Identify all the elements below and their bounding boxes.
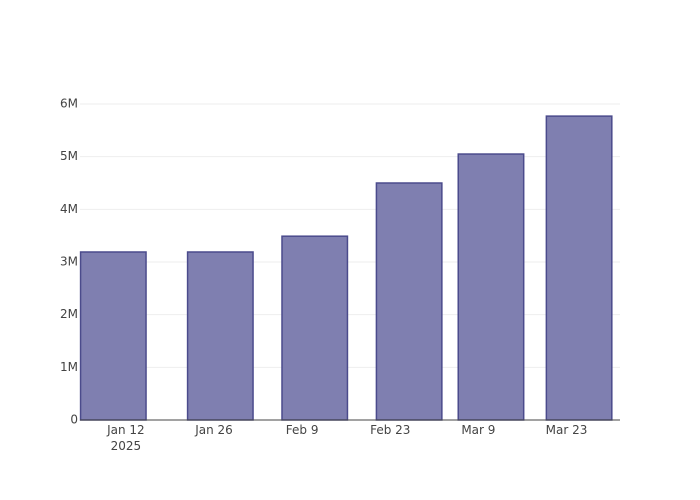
x-tick-label: Jan 12 2025: [107, 423, 145, 453]
x-tick: Feb 23: [370, 423, 411, 437]
x-tick-label: Mar 9: [461, 423, 496, 437]
y-tick-label: 0: [70, 413, 78, 427]
y-tick-label: 6M: [60, 97, 78, 111]
bar: [186, 251, 254, 421]
x-tick-label: Feb 9: [285, 423, 319, 437]
x-tick-label: Feb 23: [370, 423, 411, 437]
bar: [545, 115, 613, 421]
x-tick-label: Mar 23: [545, 423, 588, 437]
x-tick-label: Jan 26: [195, 423, 233, 437]
y-tick-label: 5M: [60, 149, 78, 163]
bar: [375, 182, 443, 421]
bar: [79, 251, 147, 421]
x-tick: Jan 26: [195, 423, 233, 437]
y-tick-label: 2M: [60, 307, 78, 321]
x-tick: Mar 23: [545, 423, 588, 437]
x-tick: Jan 12 2025: [107, 423, 145, 453]
y-tick-label: 4M: [60, 202, 78, 216]
y-tick-label: 3M: [60, 255, 78, 269]
y-tick-label: 1M: [60, 360, 78, 374]
bar: [457, 153, 525, 421]
x-tick: Mar 9: [461, 423, 496, 437]
x-tick: Feb 9: [285, 423, 319, 437]
bar: [281, 235, 349, 421]
